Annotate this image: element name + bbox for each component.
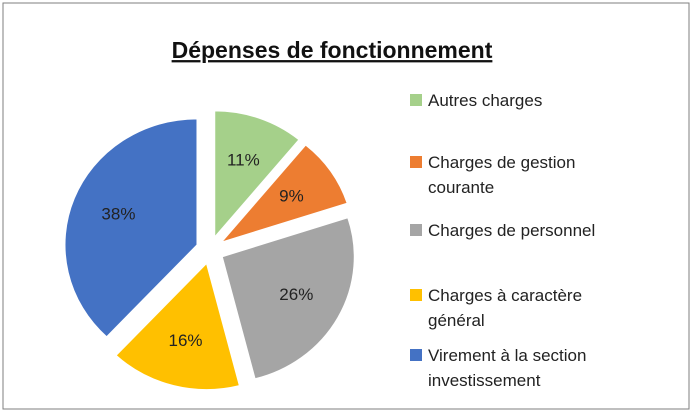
legend-swatch bbox=[410, 289, 422, 301]
legend-item: Autres charges bbox=[410, 88, 610, 113]
legend-item: Charges de personnel bbox=[410, 218, 610, 243]
legend-item: Virement à la section investissement bbox=[410, 343, 610, 393]
chart-title: Dépenses de fonctionnement bbox=[172, 37, 493, 63]
legend-label: Charges à caractère général bbox=[428, 286, 583, 330]
data-label: 38% bbox=[101, 205, 135, 224]
data-label: 11% bbox=[227, 150, 260, 169]
legend-label: Charges de personnel bbox=[428, 221, 596, 240]
pie-slice bbox=[214, 110, 300, 239]
legend-swatch bbox=[410, 156, 422, 168]
legend-swatch bbox=[410, 349, 422, 361]
legend-item: Charges de gestion courante bbox=[410, 150, 610, 200]
legend-swatch bbox=[410, 94, 422, 106]
pie-slice bbox=[115, 262, 240, 390]
data-label: 16% bbox=[168, 331, 202, 350]
legend-label: Autres charges bbox=[428, 91, 543, 110]
legend-label: Charges de gestion courante bbox=[428, 153, 576, 197]
legend-label: Virement à la section investissement bbox=[428, 346, 587, 390]
pie-slice bbox=[220, 144, 348, 244]
pie-slice bbox=[64, 118, 198, 338]
data-label: 9% bbox=[279, 186, 304, 205]
data-label: 26% bbox=[279, 285, 313, 304]
legend-item: Charges à caractère général bbox=[410, 283, 610, 333]
pie-slice bbox=[221, 217, 355, 380]
legend-swatch bbox=[410, 224, 422, 236]
